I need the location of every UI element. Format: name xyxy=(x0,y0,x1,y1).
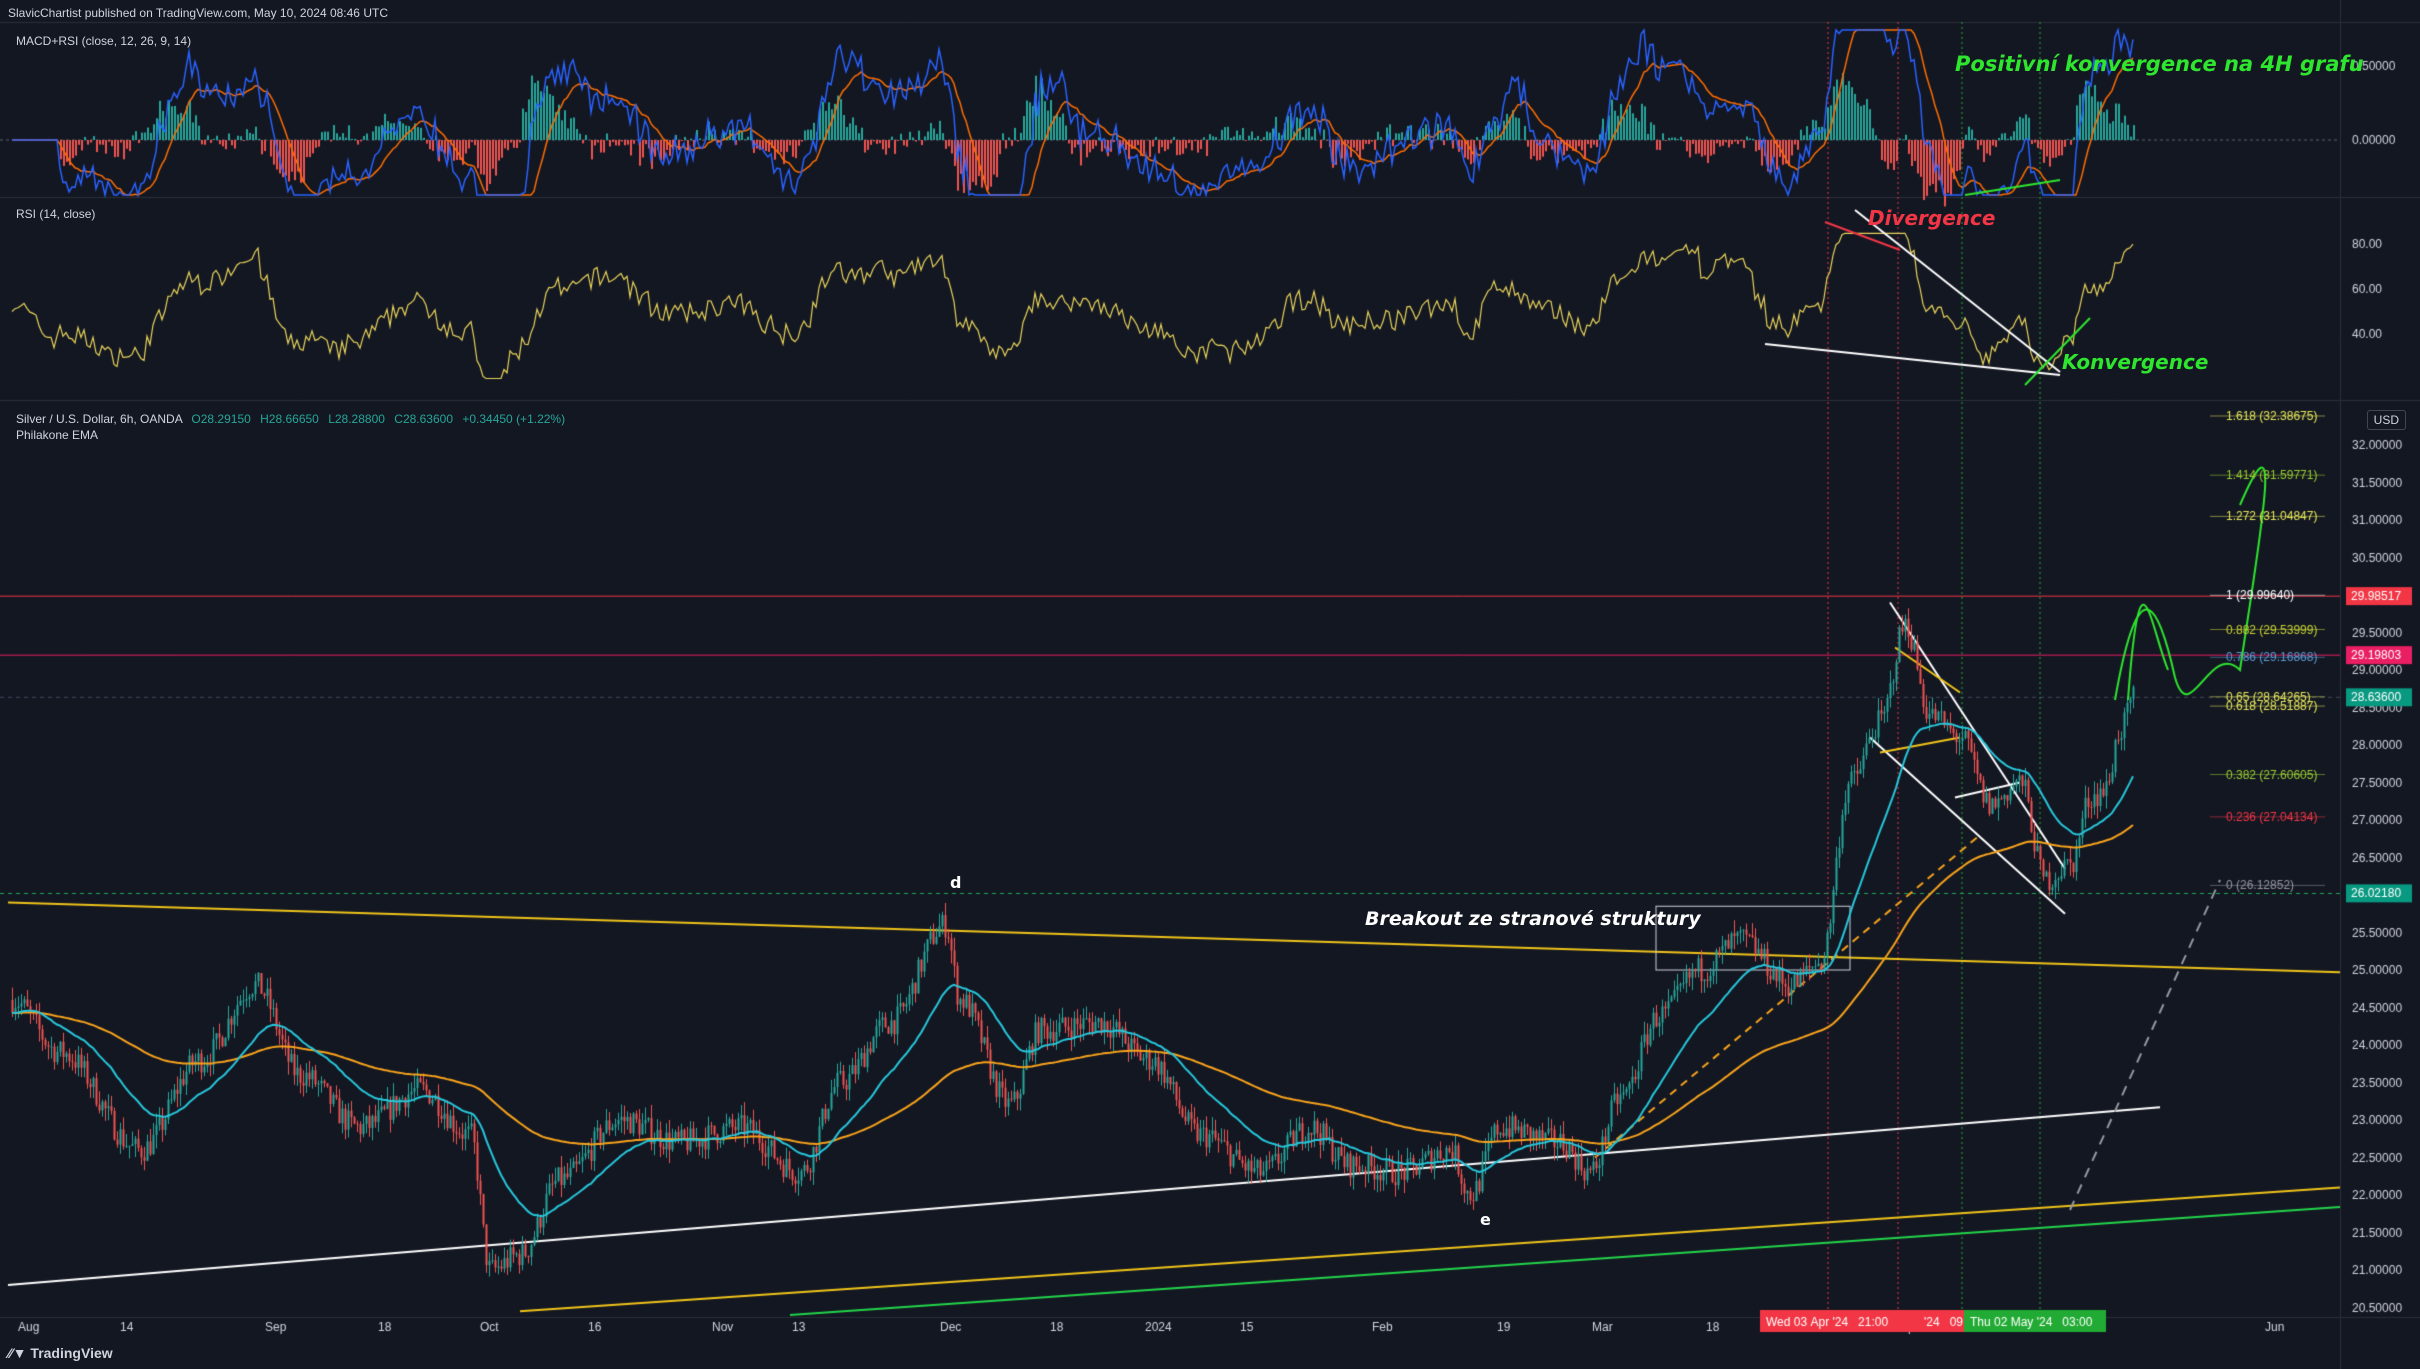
macd-pane-title: MACD+RSI (close, 12, 26, 9, 14) xyxy=(16,34,192,48)
ohlc-close: C28.63600 xyxy=(394,412,453,426)
wave-e-label: e xyxy=(1480,1210,1491,1229)
wave-d-label: d xyxy=(950,873,962,892)
main-title: Silver / U.S. Dollar, 6h, OANDA O28.2915… xyxy=(16,412,565,426)
symbol-title: Silver / U.S. Dollar, 6h, OANDA xyxy=(16,412,183,426)
ohlc-open: O28.29150 xyxy=(191,412,251,426)
rsi-pane-title: RSI (14, close) xyxy=(16,207,96,221)
tv-logo-icon: ⁄⁄▼ xyxy=(8,1345,31,1361)
indicator-title: Philakone EMA xyxy=(16,428,99,442)
brand-label: TradingView xyxy=(30,1345,113,1361)
divergence-label: Divergence xyxy=(1868,206,1996,230)
publisher-line: SlavicChartist published on TradingView.… xyxy=(8,6,388,20)
macd-note: Positivní konvergence na 4H grafu xyxy=(1955,52,2364,76)
ohlc-change: +0.34450 (+1.22%) xyxy=(462,412,566,426)
breakout-label: Breakout ze stranové struktury xyxy=(1365,908,1701,930)
ohlc-low: L28.28800 xyxy=(328,412,385,426)
tradingview-logo: ⁄⁄▼ TradingView xyxy=(8,1345,113,1361)
ohlc-high: H28.66650 xyxy=(260,412,319,426)
currency-button[interactable]: USD xyxy=(2366,410,2406,430)
konvergence-label: Konvergence xyxy=(2062,350,2209,374)
